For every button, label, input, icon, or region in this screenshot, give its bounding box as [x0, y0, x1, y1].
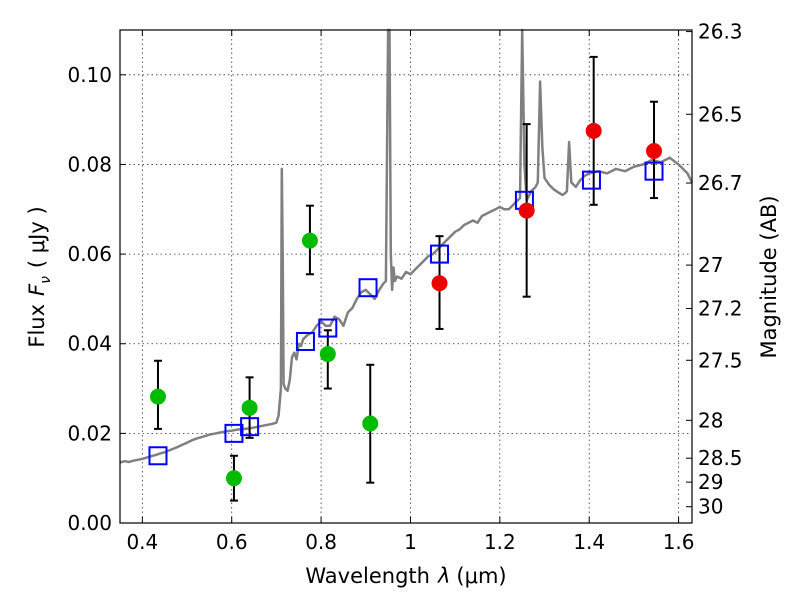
x-tick-labels: 0.4 0.6 0.8 1 1.2 1.4 1.6 — [126, 530, 694, 554]
y-tick-label: 0.06 — [67, 242, 112, 266]
model-point — [358, 278, 378, 298]
model-points-series — [148, 161, 664, 466]
observed-points-series — [149, 122, 663, 487]
y2-tick-label: 28 — [698, 408, 723, 432]
model-point — [581, 170, 601, 190]
y-tick-label: 0.02 — [67, 421, 112, 445]
green-point — [241, 399, 258, 416]
y2-tick-label: 27.5 — [698, 348, 743, 372]
x-tick-label: 0.6 — [216, 530, 248, 554]
spectrum-line — [119, 28, 694, 464]
y-tick-label: 0.04 — [67, 332, 112, 356]
x-tick-label: 1 — [404, 530, 417, 554]
red-point — [518, 202, 535, 219]
x-tick-label: 1.6 — [663, 530, 695, 554]
y2-tick-label: 28.5 — [698, 446, 743, 470]
y2-tick-label: 30 — [698, 495, 723, 519]
model-point — [318, 318, 338, 338]
red-point — [646, 143, 663, 160]
y-tick-label: 0.08 — [67, 152, 112, 176]
model-point — [644, 161, 664, 181]
x-tick-label: 0.8 — [305, 530, 337, 554]
green-point — [225, 470, 242, 487]
red-point — [585, 122, 602, 139]
y2-tick-label: 27 — [698, 253, 723, 277]
y-axis-label: FluxFν( μJy ) — [25, 206, 54, 347]
green-point — [319, 346, 336, 363]
y2-tick-label: 26.3 — [698, 20, 743, 44]
y2-tick-label: 26.7 — [698, 171, 743, 195]
x-axis-label: Wavelength λ (μm) — [305, 564, 506, 588]
green-point — [301, 232, 318, 249]
grid-lines — [120, 30, 692, 524]
model-point — [295, 331, 315, 351]
green-point — [362, 415, 379, 432]
model-point — [240, 417, 260, 437]
spectrum-series — [119, 28, 694, 464]
x-tick-label: 0.4 — [126, 530, 158, 554]
model-point — [430, 244, 450, 264]
y-tick-label: 0.10 — [67, 63, 112, 87]
axis-ticks — [120, 30, 692, 524]
y-tick-label: 0.00 — [67, 511, 112, 535]
error-bars — [153, 55, 659, 502]
y2-tick-label: 27.2 — [698, 296, 743, 320]
red-point — [431, 275, 448, 292]
x-tick-label: 1.2 — [484, 530, 516, 554]
model-point — [224, 423, 244, 443]
y2-tick-label: 29 — [698, 470, 723, 494]
x-tick-label: 1.4 — [573, 530, 605, 554]
y2-axis-label: Magnitude (AB) — [757, 195, 781, 358]
y2-tick-label: 26.5 — [698, 102, 743, 126]
plot-frame — [119, 29, 693, 524]
green-point — [149, 388, 166, 405]
model-point — [148, 446, 168, 466]
y-tick-labels: 0.00 0.02 0.04 0.06 0.08 0.10 — [67, 63, 112, 535]
